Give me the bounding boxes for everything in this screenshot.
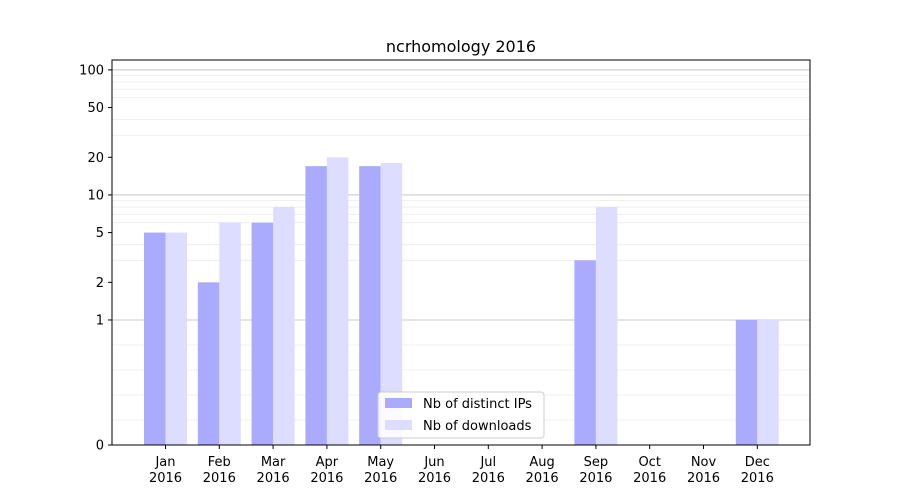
y-tick-label: 5 — [96, 226, 104, 241]
bar-downloads — [595, 207, 618, 445]
x-tick-label-month: Jul — [479, 455, 496, 470]
x-tick-label-month: Aug — [529, 455, 554, 470]
y-tick-label: 100 — [79, 63, 104, 78]
bar-downloads — [219, 222, 241, 445]
x-tick-label-month: Apr — [316, 455, 339, 470]
x-tick-label-year: 2016 — [526, 471, 559, 486]
legend-label-downloads: Nb of downloads — [423, 419, 532, 434]
bar-downloads — [380, 163, 403, 445]
x-tick-label-month: Jun — [423, 455, 444, 470]
chart-title: ncrhomology 2016 — [386, 37, 536, 56]
y-tick-label: 10 — [87, 188, 104, 203]
legend-swatch-downloads — [385, 420, 412, 430]
x-tick-label-year: 2016 — [741, 471, 774, 486]
y-tick-label: 20 — [87, 151, 104, 166]
x-tick-label-month: Feb — [208, 455, 231, 470]
x-tick-label-year: 2016 — [364, 471, 397, 486]
bar-distinct-ips — [251, 222, 274, 445]
legend-box — [377, 391, 545, 439]
bar-downloads — [326, 157, 349, 445]
x-tick-label-year: 2016 — [203, 471, 236, 486]
x-tick-label-month: Sep — [584, 455, 609, 470]
x-tick-label-month: Dec — [745, 455, 770, 470]
bar-downloads — [757, 319, 779, 445]
x-tick-label-year: 2016 — [149, 471, 182, 486]
x-tick-label-month: Jan — [154, 455, 175, 470]
plot-area-frame — [111, 59, 811, 446]
x-tick-label-year: 2016 — [472, 471, 505, 486]
y-tick-label: 50 — [87, 101, 104, 116]
x-tick-label-year: 2016 — [310, 471, 343, 486]
bar-distinct-ips — [305, 166, 327, 445]
x-tick-label-year: 2016 — [418, 471, 451, 486]
legend-label-distinct-ips: Nb of distinct IPs — [423, 397, 532, 412]
bars — [144, 157, 779, 445]
y-tick-label: 2 — [96, 276, 104, 291]
y-tick-label: 1 — [96, 313, 104, 328]
x-tick-label-month: Oct — [638, 455, 660, 470]
x-tick-label-month: Nov — [691, 455, 717, 470]
bar-distinct-ips — [144, 232, 166, 445]
x-tick-label-month: May — [367, 455, 394, 470]
x-axis: Jan2016Feb2016Mar2016Apr2016May2016Jun20… — [149, 445, 774, 486]
bar-distinct-ips — [197, 282, 220, 445]
bar-downloads — [273, 207, 295, 445]
bar-distinct-ips — [574, 260, 596, 445]
bar-downloads — [165, 232, 187, 445]
bar-distinct-ips — [735, 319, 758, 445]
legend-swatch-distinct-ips — [385, 398, 412, 408]
x-tick-label-year: 2016 — [257, 471, 290, 486]
bar-distinct-ips — [359, 166, 381, 445]
x-tick-label-year: 2016 — [633, 471, 666, 486]
x-tick-label-month: Mar — [261, 455, 286, 470]
legend: Nb of distinct IPs Nb of downloads — [377, 391, 545, 439]
x-tick-label-year: 2016 — [687, 471, 720, 486]
y-tick-label: 0 — [96, 439, 104, 454]
y-axis: 0 1 2 5 10 20 50 100 — [79, 63, 112, 454]
x-tick-label-year: 2016 — [579, 471, 612, 486]
